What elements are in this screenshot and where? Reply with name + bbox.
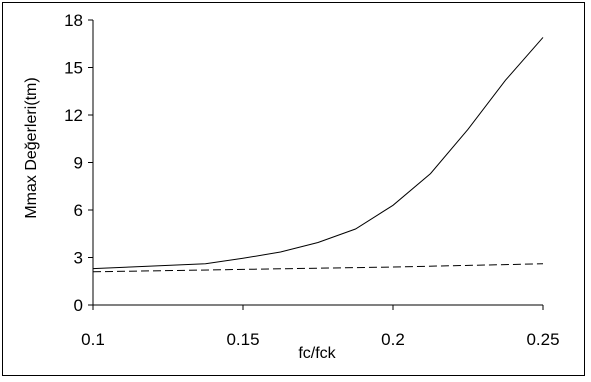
x-tick-label: 0.1 — [81, 330, 105, 349]
x-tick-label: 0.15 — [226, 330, 259, 349]
x-tick-label: 0.25 — [526, 330, 559, 349]
y-tick-label: 15 — [64, 59, 83, 78]
y-axis-title: Mmax Değerleri(tm) — [23, 77, 40, 218]
ticks: 0 3 6 9 12 15 18 0.1 0.15 0.2 0.25 — [64, 11, 559, 349]
x-axis-title: fc/fck — [298, 345, 336, 362]
y-tick-label: 6 — [74, 201, 83, 220]
series-lines — [92, 37, 544, 273]
y-tick-label: 12 — [64, 106, 83, 125]
y-tick-label: 18 — [64, 11, 83, 30]
y-tick-label: 0 — [74, 296, 83, 315]
y-tick-label: 9 — [74, 154, 83, 173]
series-line-solid — [92, 37, 544, 270]
y-tick-label: 3 — [74, 249, 83, 268]
series-line-dashed — [92, 263, 544, 273]
axes — [92, 20, 543, 306]
chart-frame — [2, 2, 585, 376]
x-tick-label: 0.2 — [381, 330, 405, 349]
